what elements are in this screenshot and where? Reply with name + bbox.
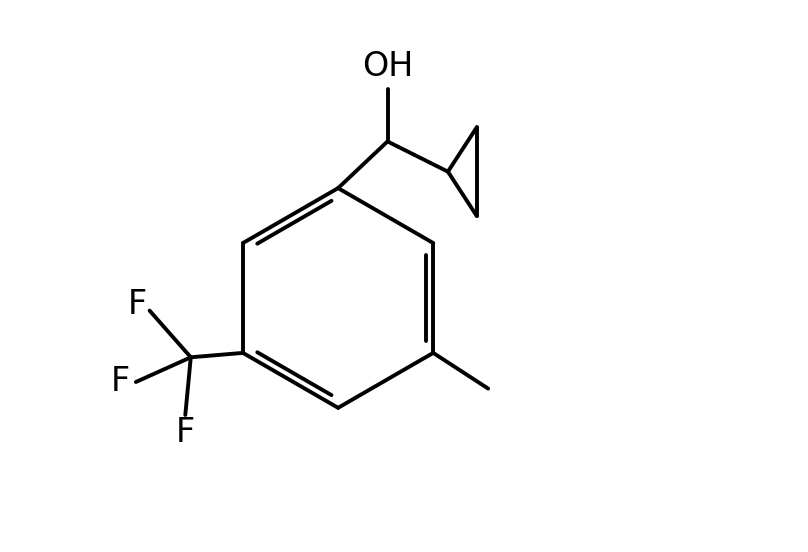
Text: F: F — [111, 365, 130, 399]
Text: OH: OH — [362, 50, 413, 83]
Text: F: F — [175, 416, 195, 449]
Text: F: F — [128, 288, 147, 321]
